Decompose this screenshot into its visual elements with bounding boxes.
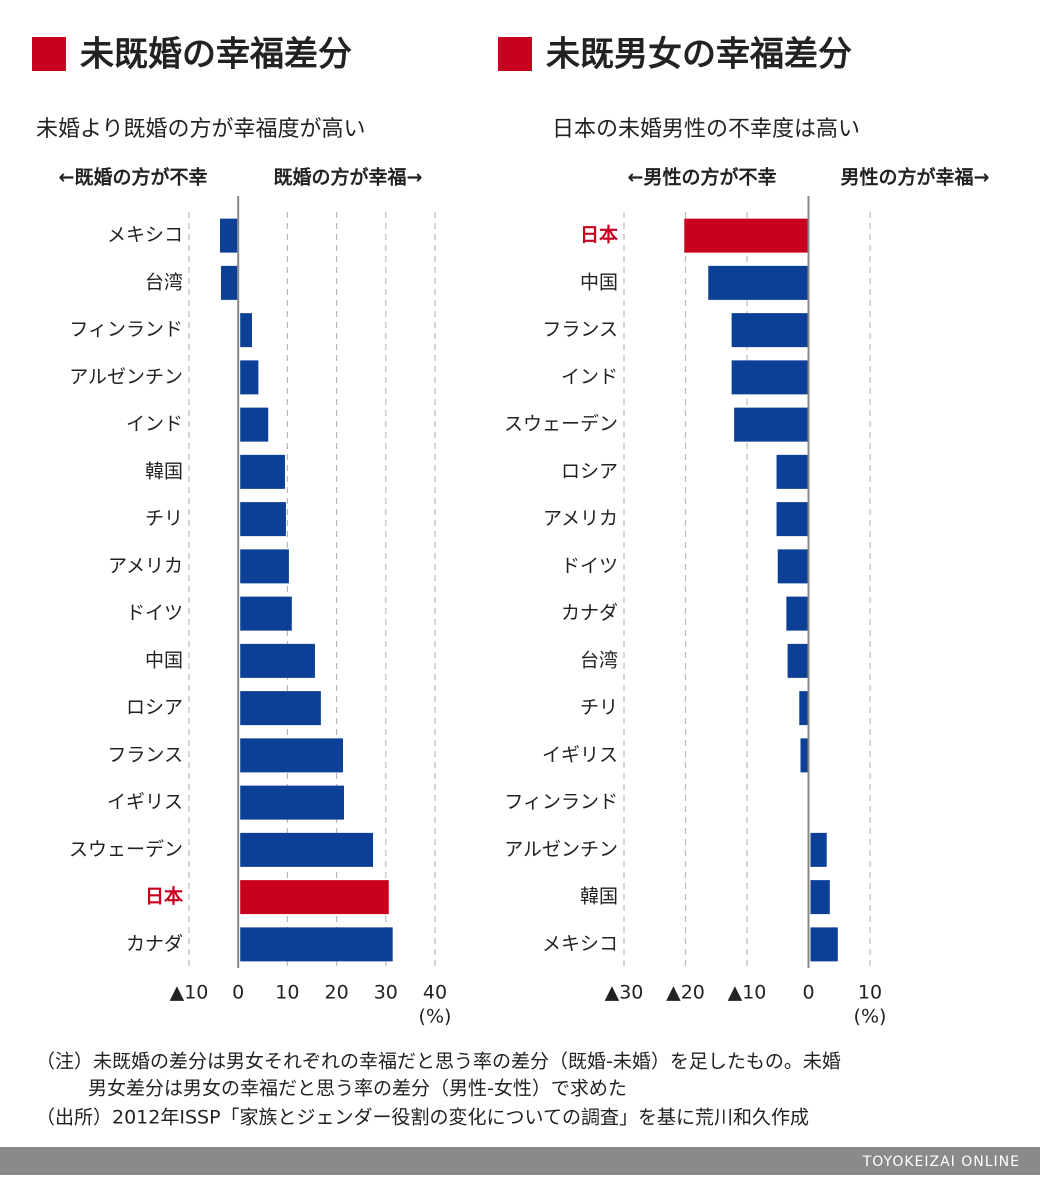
category-label: イギリス [107,791,183,813]
x-tick-label: 0 [232,982,244,1004]
category-label: 中国 [145,649,183,671]
category-label: 台湾 [145,271,183,293]
x-tick-label: 0 [802,982,814,1004]
x-tick-label: 10 [275,982,299,1004]
bar [810,832,827,867]
category-label: アルゼンチン [69,366,183,388]
x-tick-label: 30 [374,982,398,1004]
category-label: アメリカ [543,508,618,530]
chart-subtitle: 日本の未婚男性の不幸度は高い [552,117,860,142]
bar [240,643,315,678]
bar [810,927,838,962]
category-label: 日本 [145,885,183,908]
category-label: アメリカ [108,555,183,577]
bar [240,691,321,726]
category-label: スウェーデン [69,838,183,860]
bar [787,643,808,678]
x-tick-label: ▲10 [170,982,209,1004]
category-label: メキシコ [542,933,618,955]
category-label: カナダ [561,602,618,624]
category-label: 日本 [580,223,618,246]
bar [240,738,344,773]
bar [219,218,238,253]
x-tick-label: ▲20 [666,982,705,1004]
source: （出所）2012年ISSP「家族とジェンダー役割の変化についての調査」を基に荒川… [36,1107,809,1129]
bar [731,360,808,395]
chart-title: 未既男女の幸福差分 [546,35,852,75]
chart-subtitle: 未婚より既婚の方が幸福度が高い [36,117,366,142]
bar [240,832,374,867]
category-label: チリ [580,697,618,719]
category-label: イギリス [542,744,618,766]
bar [799,691,808,726]
category-label: フランス [107,744,183,766]
bar [777,549,808,584]
category-label: インド [561,366,618,388]
title-marker [498,37,532,71]
bar [240,360,259,395]
category-label: チリ [145,508,183,530]
bar [776,502,808,537]
category-label: カナダ [126,933,183,955]
chart-title: 未既婚の幸福差分 [80,35,352,75]
category-label: インド [126,413,183,435]
bar [708,265,808,300]
x-axis-unit: (%) [854,1006,887,1028]
category-label: ドイツ [561,555,618,577]
category-label: 韓国 [580,886,618,908]
category-label: 韓国 [145,460,183,482]
category-label: スウェーデン [504,413,618,435]
direction-label: 既婚の方が幸福→ [274,166,423,189]
category-label: 台湾 [580,649,618,671]
direction-label: ←既婚の方が不幸 [59,166,208,189]
category-label: ロシア [126,697,183,719]
bar [731,313,808,348]
bar [684,218,808,253]
x-axis-unit: (%) [419,1006,452,1028]
category-label: メキシコ [107,224,183,246]
bar [240,454,285,489]
bar [240,880,389,915]
bar [240,927,393,962]
x-tick-label: 10 [858,982,882,1004]
bar [240,502,286,537]
bar [800,738,808,773]
category-label: ロシア [561,460,618,482]
x-tick-label: ▲10 [728,982,767,1004]
bar [240,407,269,442]
x-tick-label: ▲30 [605,982,644,1004]
bar [240,549,289,584]
footer-bar [0,1147,1040,1175]
direction-label: ←男性の方が不幸 [628,166,777,189]
direction-label: 男性の方が幸福→ [841,166,990,189]
category-label: フィンランド [504,791,618,813]
bar [810,880,830,915]
bar [240,785,344,820]
bar [734,407,808,442]
category-label: フランス [542,319,618,341]
x-tick-label: 20 [325,982,349,1004]
category-label: ドイツ [126,602,183,624]
note: （注）未既婚の差分は男女それぞれの幸福だと思う率の差分（既婚-未婚）を足したもの… [36,1051,841,1073]
bar [240,313,252,348]
bar [240,596,292,631]
bar [776,454,808,489]
footer: TOYOKEIZAI ONLINE [862,1154,1020,1170]
x-tick-label: 40 [423,982,447,1004]
title-marker [32,37,66,71]
note: 男女差分は男女の幸福だと思う率の差分（男性-女性）で求めた [88,1078,627,1100]
category-label: フィンランド [69,319,183,341]
bar [786,596,808,631]
bar [220,265,238,300]
category-label: 中国 [580,271,618,293]
category-label: アルゼンチン [504,838,618,860]
